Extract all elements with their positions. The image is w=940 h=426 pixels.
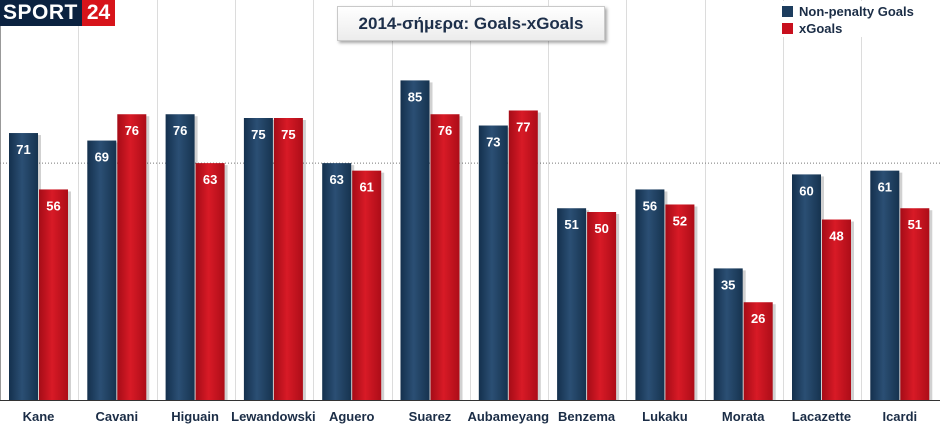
data-label-xgoals: 77	[516, 119, 530, 134]
chart-title: 2014-σήμερα: Goals-xGoals	[358, 13, 584, 33]
data-label-xgoals: 26	[751, 311, 765, 326]
data-label-xgoals: 76	[125, 123, 139, 138]
data-label-goals: 35	[721, 277, 735, 292]
data-label-goals: 60	[799, 183, 813, 198]
x-tick-label: Cavani	[95, 409, 138, 424]
bar-goals	[792, 174, 821, 400]
data-label-goals: 75	[251, 127, 265, 142]
x-tick-label: Lukaku	[642, 409, 688, 424]
bar-goals	[243, 118, 273, 400]
data-label-goals: 73	[486, 135, 500, 150]
bar-xgoals	[273, 118, 303, 400]
data-label-goals: 56	[643, 198, 657, 213]
sport24-logo: SPORT 24	[0, 0, 116, 26]
data-label-xgoals: 75	[281, 127, 295, 142]
bar-xgoals	[822, 219, 851, 400]
legend-swatch-goals	[782, 5, 793, 17]
x-tick-label: Benzema	[558, 409, 616, 424]
legend: Non-penalty Goals xGoals	[774, 1, 940, 37]
legend-label-goals: Non-penalty Goals	[799, 3, 914, 19]
bar-xgoals	[900, 208, 930, 400]
data-label-xgoals: 51	[908, 217, 922, 232]
x-tick-label: Suarez	[409, 409, 452, 424]
legend-item-xgoals: xGoals	[782, 20, 842, 36]
data-label-xgoals: 76	[438, 123, 452, 138]
data-label-goals: 63	[329, 172, 343, 187]
bar-xgoals	[508, 110, 538, 400]
data-label-xgoals: 61	[359, 180, 373, 195]
data-label-xgoals: 50	[594, 221, 608, 236]
bar-goals	[165, 114, 195, 401]
bar-goals	[870, 170, 900, 400]
bar-xgoals	[352, 170, 382, 400]
x-tick-label: Icardi	[882, 409, 917, 424]
x-tick-label: Morata	[722, 409, 765, 424]
bar-goals	[87, 140, 117, 400]
bar-xgoals	[39, 189, 68, 400]
data-label-goals: 51	[564, 217, 578, 232]
data-label-goals: 76	[173, 123, 187, 138]
data-label-xgoals: 48	[829, 229, 843, 244]
data-label-goals: 61	[878, 180, 892, 195]
data-label-xgoals: 52	[673, 213, 687, 228]
bar-goals	[557, 208, 587, 400]
x-tick-label: Aguero	[329, 409, 375, 424]
data-label-goals: 69	[95, 150, 109, 165]
x-tick-label: Lewandowski	[231, 409, 316, 424]
legend-item-goals: Non-penalty Goals	[782, 3, 914, 19]
x-tick-label: Aubameyang	[467, 409, 549, 424]
logo-word: SPORT	[0, 0, 82, 26]
chart-title-box: 2014-σήμερα: Goals-xGoals	[337, 6, 605, 41]
x-tick-label: Lacazette	[792, 409, 851, 424]
bar-goals	[322, 163, 352, 400]
data-label-goals: 71	[16, 142, 30, 157]
bar-goals	[400, 80, 430, 401]
bar-xgoals	[743, 302, 773, 400]
bar-goals	[478, 125, 508, 401]
bar-goals	[635, 189, 665, 400]
legend-swatch-xgoals	[782, 22, 793, 34]
bar-xgoals	[587, 212, 617, 400]
legend-label-xgoals: xGoals	[799, 20, 843, 36]
x-tick-label: Higuain	[171, 409, 219, 424]
bar-xgoals	[665, 204, 695, 400]
data-label-xgoals: 56	[46, 198, 60, 213]
bar-xgoals	[195, 163, 225, 400]
bar-goals	[713, 268, 743, 400]
bar-xgoals	[117, 114, 147, 401]
bar-xgoals	[430, 114, 460, 401]
logo-number: 24	[81, 0, 116, 26]
bar-goals	[9, 133, 38, 401]
x-tick-label: Kane	[23, 409, 55, 424]
data-label-xgoals: 63	[203, 172, 217, 187]
data-label-goals: 85	[408, 89, 422, 104]
